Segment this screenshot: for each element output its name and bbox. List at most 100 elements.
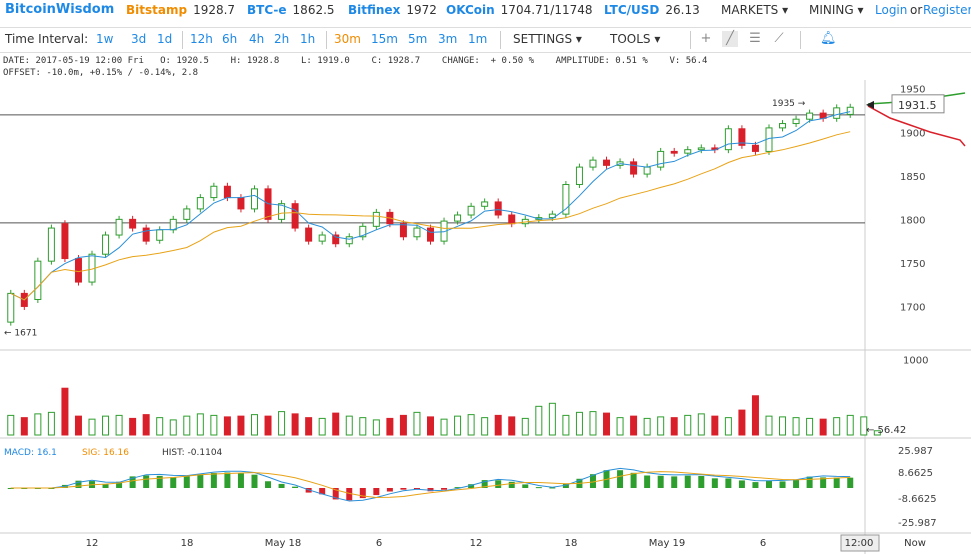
volume-bar	[724, 417, 732, 436]
interval-1m[interactable]: 1m	[468, 32, 488, 46]
candle-body	[603, 159, 611, 166]
macd-histogram-bar	[346, 488, 353, 501]
volume-bar	[427, 416, 434, 436]
tools-menu[interactable]: TOOLS ▾	[610, 32, 660, 46]
volume-bar	[345, 415, 353, 436]
volume-bar	[779, 416, 787, 436]
line-draw-icon[interactable]: ╱	[722, 31, 738, 47]
interval-4h[interactable]: 4h	[249, 32, 265, 46]
exchange-okcoin[interactable]: OKCoin 1704.71/11748	[446, 3, 593, 17]
candle-body	[440, 220, 448, 242]
high-marker-label: 1935 →	[772, 99, 806, 109]
macd-histogram-bar	[197, 474, 204, 488]
interval-3m[interactable]: 3m	[438, 32, 458, 46]
exchange-price: 1972	[406, 3, 437, 17]
volume-bar	[562, 414, 570, 436]
macd-histogram-bar	[102, 484, 109, 488]
volume-bar	[589, 411, 597, 436]
volume-bar	[413, 411, 421, 436]
macd-histogram-bar	[224, 472, 231, 488]
macd-histogram-bar	[183, 476, 190, 488]
fib-tool-icon[interactable]: ⟋	[774, 31, 784, 46]
candle-body	[223, 185, 231, 199]
volume-bar	[873, 430, 881, 436]
price-tick-label: 1900	[900, 128, 925, 139]
volume-bar	[237, 415, 245, 436]
exchange-ltcusd[interactable]: LTC/USD 26.13	[604, 3, 700, 17]
exchange-name[interactable]: LTC/USD	[604, 3, 660, 17]
exchange-bitfinex[interactable]: Bitfinex 1972	[348, 3, 437, 17]
macd-histogram-bar	[292, 486, 299, 488]
register-link[interactable]: Register	[923, 3, 971, 17]
markets-menu[interactable]: MARKETS ▾	[721, 3, 788, 17]
interval-6h[interactable]: 6h	[222, 32, 238, 46]
candle-body	[305, 227, 313, 242]
price-tick-label: 1850	[900, 172, 925, 183]
crosshair-icon[interactable]: +	[700, 31, 712, 46]
macd-histogram-bar	[495, 480, 502, 488]
interval-12h[interactable]: 12h	[190, 32, 213, 46]
interval-1d[interactable]: 1d	[157, 32, 173, 46]
macd-histogram-bar	[725, 478, 732, 488]
login-link[interactable]: Login	[875, 3, 908, 17]
volume-bar	[359, 417, 367, 436]
macd-histogram-bar	[468, 484, 475, 488]
time-interval-label: Time Interval:	[5, 32, 89, 46]
candle-body	[359, 225, 367, 238]
volume-bar	[792, 417, 800, 436]
macd-histogram-bar	[75, 480, 82, 488]
exchange-name[interactable]: OKCoin	[446, 3, 495, 17]
interval-3d[interactable]: 3d	[131, 32, 147, 46]
bid-depth-line	[867, 105, 966, 147]
macd-histogram-bar	[589, 474, 596, 488]
time-tick-label: 12	[86, 538, 99, 549]
volume-bar	[156, 417, 164, 436]
volume-bar	[535, 405, 543, 436]
volume-bar	[711, 415, 719, 436]
interval-5m[interactable]: 5m	[408, 32, 428, 46]
candle-body	[562, 184, 570, 215]
brand-logo[interactable]: BitcoinWisdom	[5, 2, 115, 17]
exchange-bitstamp[interactable]: Bitstamp 1928.7	[126, 3, 235, 17]
exchange-name[interactable]: BTC-e	[247, 3, 287, 17]
candle-body	[291, 203, 299, 229]
markets-label: MARKETS	[721, 3, 779, 17]
macd-histogram-bar	[630, 472, 637, 488]
interval-1w[interactable]: 1w	[96, 32, 114, 46]
macd-histogram-bar	[210, 472, 217, 488]
interval-1h[interactable]: 1h	[300, 32, 316, 46]
divider	[800, 31, 801, 49]
macd-histogram-bar	[549, 487, 556, 489]
candle-body	[427, 227, 434, 242]
mining-menu[interactable]: MINING ▾	[809, 3, 864, 17]
macd-histogram-bar	[116, 481, 123, 488]
macd-histogram-bar	[400, 488, 407, 490]
interval-2h[interactable]: 2h	[274, 32, 290, 46]
volume-bar	[250, 414, 258, 436]
macd-histogram-bar	[265, 481, 272, 488]
macd-histogram-bar	[671, 476, 678, 488]
macd-histogram-bar	[793, 479, 800, 488]
interval-15m[interactable]: 15m	[371, 32, 398, 46]
volume-bar	[7, 414, 15, 436]
settings-menu[interactable]: SETTINGS ▾	[513, 32, 582, 46]
exchange-name[interactable]: Bitstamp	[126, 3, 188, 17]
macd-histogram-bar	[237, 473, 244, 488]
fast-ma-line	[10, 111, 851, 301]
exchange-price: 26.13	[665, 3, 700, 17]
bell-icon[interactable]: 🔔︎	[820, 31, 837, 46]
horizontal-lines-icon[interactable]: ☰	[749, 31, 761, 46]
chevron-down-icon: ▾	[654, 32, 661, 46]
price-tick-label: 1750	[900, 259, 925, 270]
interval-30m[interactable]: 30m	[334, 32, 361, 46]
macd-histogram-bar	[657, 475, 664, 488]
candle-body	[575, 166, 583, 186]
exchange-name[interactable]: Bitfinex	[348, 3, 401, 17]
time-now-label: Now	[904, 538, 926, 549]
volume-bar	[169, 419, 177, 436]
macd-histogram-bar	[251, 474, 258, 488]
exchange-btce[interactable]: BTC-e 1862.5	[247, 3, 335, 17]
candle-body	[332, 234, 340, 245]
macd-histogram-bar	[684, 475, 691, 488]
